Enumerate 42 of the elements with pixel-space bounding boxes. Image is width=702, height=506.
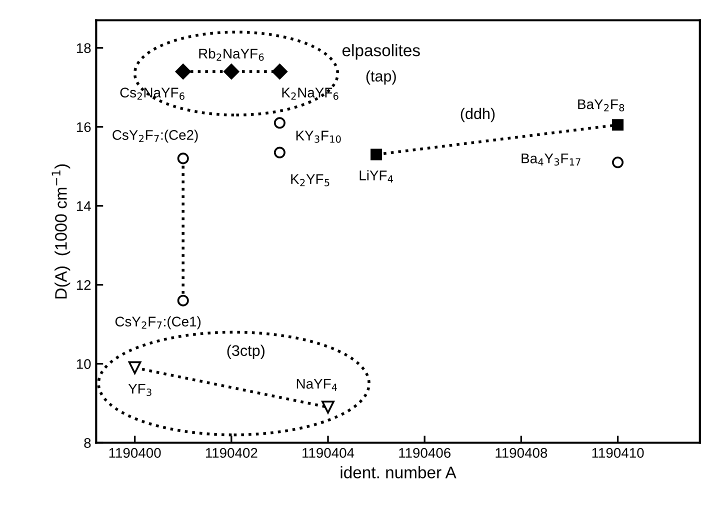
y-tick-label: 18 xyxy=(76,43,91,54)
y-tick-label: 14 xyxy=(76,201,91,211)
point xyxy=(177,294,189,306)
point xyxy=(612,119,624,131)
point xyxy=(322,400,334,414)
x-axis-title: ident. number A xyxy=(340,466,456,478)
point xyxy=(177,152,189,164)
point xyxy=(175,64,191,80)
y-tick-label: 12 xyxy=(76,280,91,290)
annotation: (ddh) xyxy=(460,108,495,122)
y-tick-label: 8 xyxy=(84,438,91,448)
point xyxy=(612,156,624,168)
x-tick-label: 1190402 xyxy=(206,448,258,458)
annotation: K$_{2}$YF$_{5}$ xyxy=(291,174,330,186)
annotation: Cs$_{2}$NaYF$_{6}$ xyxy=(120,88,184,100)
annotation: Rb$_{2}$NaYF$_{6}$ xyxy=(199,48,264,61)
annotation: CsY$_{2}$F$_{7}$:(Ce1) xyxy=(115,316,201,330)
point xyxy=(272,64,288,80)
annotation: YF$_{3}$ xyxy=(128,384,152,396)
x-tick-label: 1190406 xyxy=(399,448,451,458)
y-tick-label: 16 xyxy=(76,122,91,132)
annotation: K$_{2}$NaYF$_{6}$ xyxy=(282,88,338,100)
annotation: LiYF$_{4}$ xyxy=(360,170,393,183)
x-tick-label: 1190410 xyxy=(592,448,644,458)
annotation: KY$_{3}$F$_{10}$ xyxy=(296,130,341,143)
point xyxy=(370,148,382,160)
annotation: Ba$_{4}$Y$_{3}$F$_{17}$ xyxy=(522,154,580,166)
point xyxy=(224,64,240,80)
point xyxy=(274,146,286,158)
annotation: (3ctp) xyxy=(227,344,264,360)
y-axis-title: D(A) (1000 cm$^{−1}$) xyxy=(52,164,70,298)
x-tick-label: 1190408 xyxy=(496,448,548,458)
point xyxy=(274,117,286,129)
annotation: CsY$_{2}$F$_{7}$:(Ce2) xyxy=(112,130,198,143)
y-tick-label: 10 xyxy=(76,359,91,369)
x-tick-label: 1190400 xyxy=(109,448,161,458)
annotation: (tap) xyxy=(366,70,396,85)
point xyxy=(128,361,142,374)
annotation: NaYF$_{4}$ xyxy=(296,379,338,391)
x-tick-label: 1190404 xyxy=(302,448,354,458)
annotation: elpasolites xyxy=(342,44,420,60)
annotation: BaY$_{2}$F$_{8}$ xyxy=(578,99,624,112)
